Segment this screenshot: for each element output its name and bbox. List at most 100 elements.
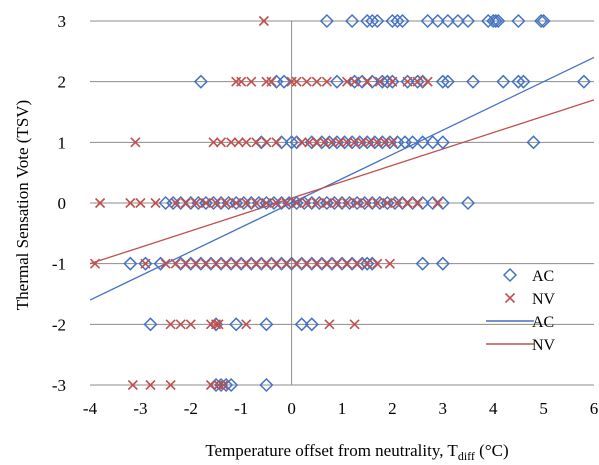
data-point-nv [160,258,171,269]
data-point-nv [311,76,322,87]
legend-item-ac-scatter: AC [502,267,554,285]
x-marker-stroke [165,379,176,391]
data-point-ac [405,135,420,150]
x-marker-stroke [266,76,277,87]
x-marker-stroke [291,76,302,87]
x-marker-stroke [374,76,385,87]
x-marker-stroke [357,137,368,148]
data-point-nv [341,258,353,269]
data-point-nv [311,258,322,269]
x-marker-stroke [387,76,398,87]
data-point-ac [385,13,400,29]
data-point-nv [221,197,232,209]
x-marker-stroke [251,197,262,209]
data-point-ac [360,256,375,271]
x-marker-stroke [331,197,343,209]
data-point-ac [329,74,345,89]
x-marker-stroke [331,258,343,269]
data-point-ac [410,74,425,89]
x-marker-stroke [387,137,398,148]
data-point-nv [321,76,332,87]
x-tick-label: 0 [287,399,296,418]
data-point-nv [190,258,201,269]
data-point-nv [291,76,302,87]
x-marker-stroke [251,258,262,269]
data-point-ac [534,13,549,29]
data-point-nv [349,137,360,148]
x-marker-stroke [236,76,247,87]
data-point-nv [392,197,403,209]
data-point-nv [210,258,222,269]
x-marker-stroke [372,258,383,269]
x-marker-stroke [200,258,211,269]
x-marker-stroke [241,258,252,269]
x-marker-stroke [221,258,232,269]
data-point-nv [319,137,330,148]
trend-line-nv [89,99,595,265]
x-marker-stroke [160,258,171,269]
data-point-nv [321,197,332,209]
data-point-nv [349,319,360,330]
y-axis-title: Thermal Sensation Vote (TSV) [13,100,32,310]
y-tick-label: 1 [58,133,67,152]
x-marker-stroke [341,258,353,269]
data-point-nv [362,76,373,87]
x-marker-stroke [233,137,244,148]
x-marker-stroke [324,319,335,330]
data-point-nv [341,76,353,87]
x-marker-stroke [135,197,146,209]
x-marker-stroke [372,197,383,209]
x-marker-stroke [140,258,151,269]
x-marker-stroke [231,197,242,209]
data-point-nv [251,197,262,209]
data-point-nv [210,197,222,209]
legend-x-marker [504,292,516,304]
x-marker-stroke [382,197,393,209]
legend-label: AC [532,314,554,331]
data-point-nv [89,258,101,269]
data-point-nv [311,137,322,148]
y-tick-label: -2 [52,315,66,334]
data-point-nv [165,379,176,391]
data-point-ac [284,135,299,150]
x-marker-stroke [208,137,219,148]
x-marker-stroke [271,197,282,209]
data-point-nv [130,137,141,148]
data-point-nv [304,137,315,148]
x-marker-stroke [246,76,257,87]
data-point-nv [135,197,146,209]
x-marker-stroke [210,319,222,330]
data-point-nv [246,76,257,87]
data-point-ac [435,256,450,271]
data-point-ac [395,13,410,29]
y-tick-label: 2 [58,73,67,92]
data-point-nv [241,258,252,269]
data-point-nv [402,76,413,87]
legend-diamond-marker [502,267,518,283]
data-point-nv [226,137,237,148]
data-point-ac [425,135,440,150]
data-point-nv [170,197,181,209]
x-marker-stroke [291,197,302,209]
data-point-ac [193,74,208,89]
data-point-nv [311,197,322,209]
x-axis-title: Temperature offset from neutrality, Tdif… [205,441,508,463]
x-marker-stroke [432,197,443,209]
x-marker-stroke [349,76,360,87]
data-point-ac [276,74,292,89]
x-marker-stroke [221,197,232,209]
x-marker-stroke [170,197,181,209]
x-marker-stroke [379,137,390,148]
data-point-nv [180,258,191,269]
x-marker-stroke [362,258,373,269]
data-point-nv [251,258,262,269]
data-point-ac [224,377,239,393]
x-marker-stroke [271,258,282,269]
x-marker-stroke [205,379,217,391]
x-marker-stroke [170,258,181,269]
x-marker-stroke [341,76,353,87]
data-point-nv [241,197,252,209]
x-marker-stroke [392,197,403,209]
x-marker-stroke [185,319,196,330]
x-marker-stroke [362,76,373,87]
